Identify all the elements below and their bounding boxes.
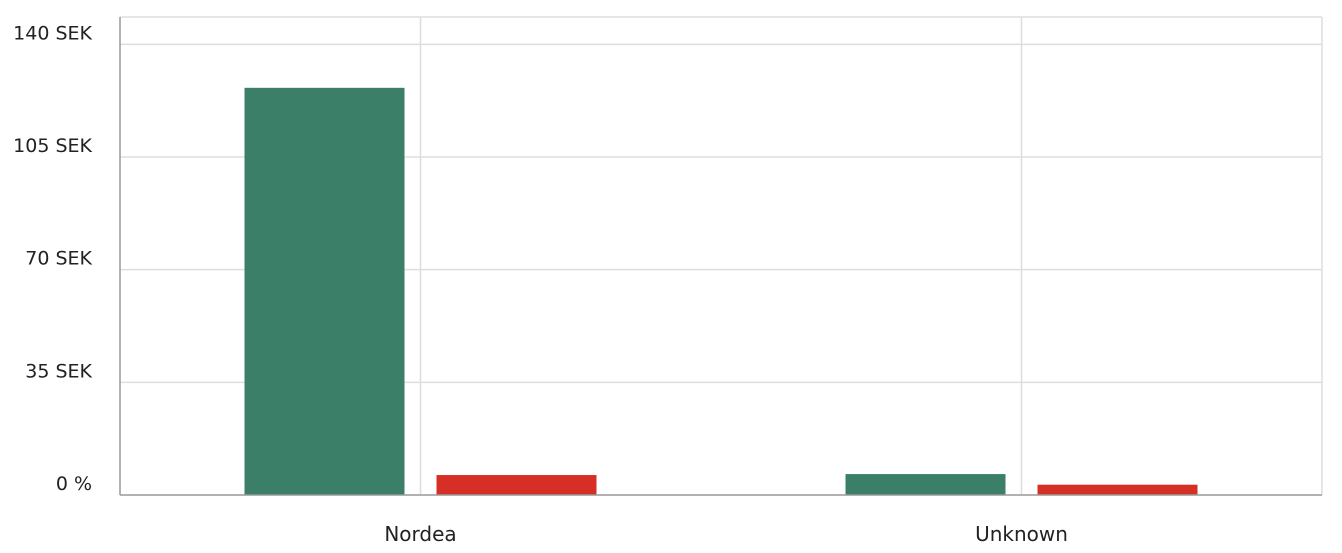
x-tick-label: Unknown — [975, 522, 1068, 546]
y-tick-label: 140 SEK — [13, 22, 92, 44]
bar-unknown-series-1 — [845, 474, 1006, 495]
y-tick-label: 70 SEK — [25, 248, 92, 270]
y-tick-label: 105 SEK — [13, 135, 92, 157]
axes — [119, 17, 1322, 496]
y-tick-label: 0 % — [56, 473, 92, 495]
bar-unknown-series-2 — [1037, 484, 1198, 495]
bars — [244, 87, 1198, 495]
y-axis-labels: 0 % 35 SEK 70 SEK 105 SEK 140 SEK — [13, 22, 92, 495]
bar-nordea-series-1 — [244, 87, 405, 495]
x-tick-label: Nordea — [384, 522, 456, 546]
x-axis-labels: Nordea Unknown — [384, 522, 1068, 546]
y-tick-label: 35 SEK — [25, 360, 92, 382]
bar-nordea-series-2 — [436, 475, 597, 495]
